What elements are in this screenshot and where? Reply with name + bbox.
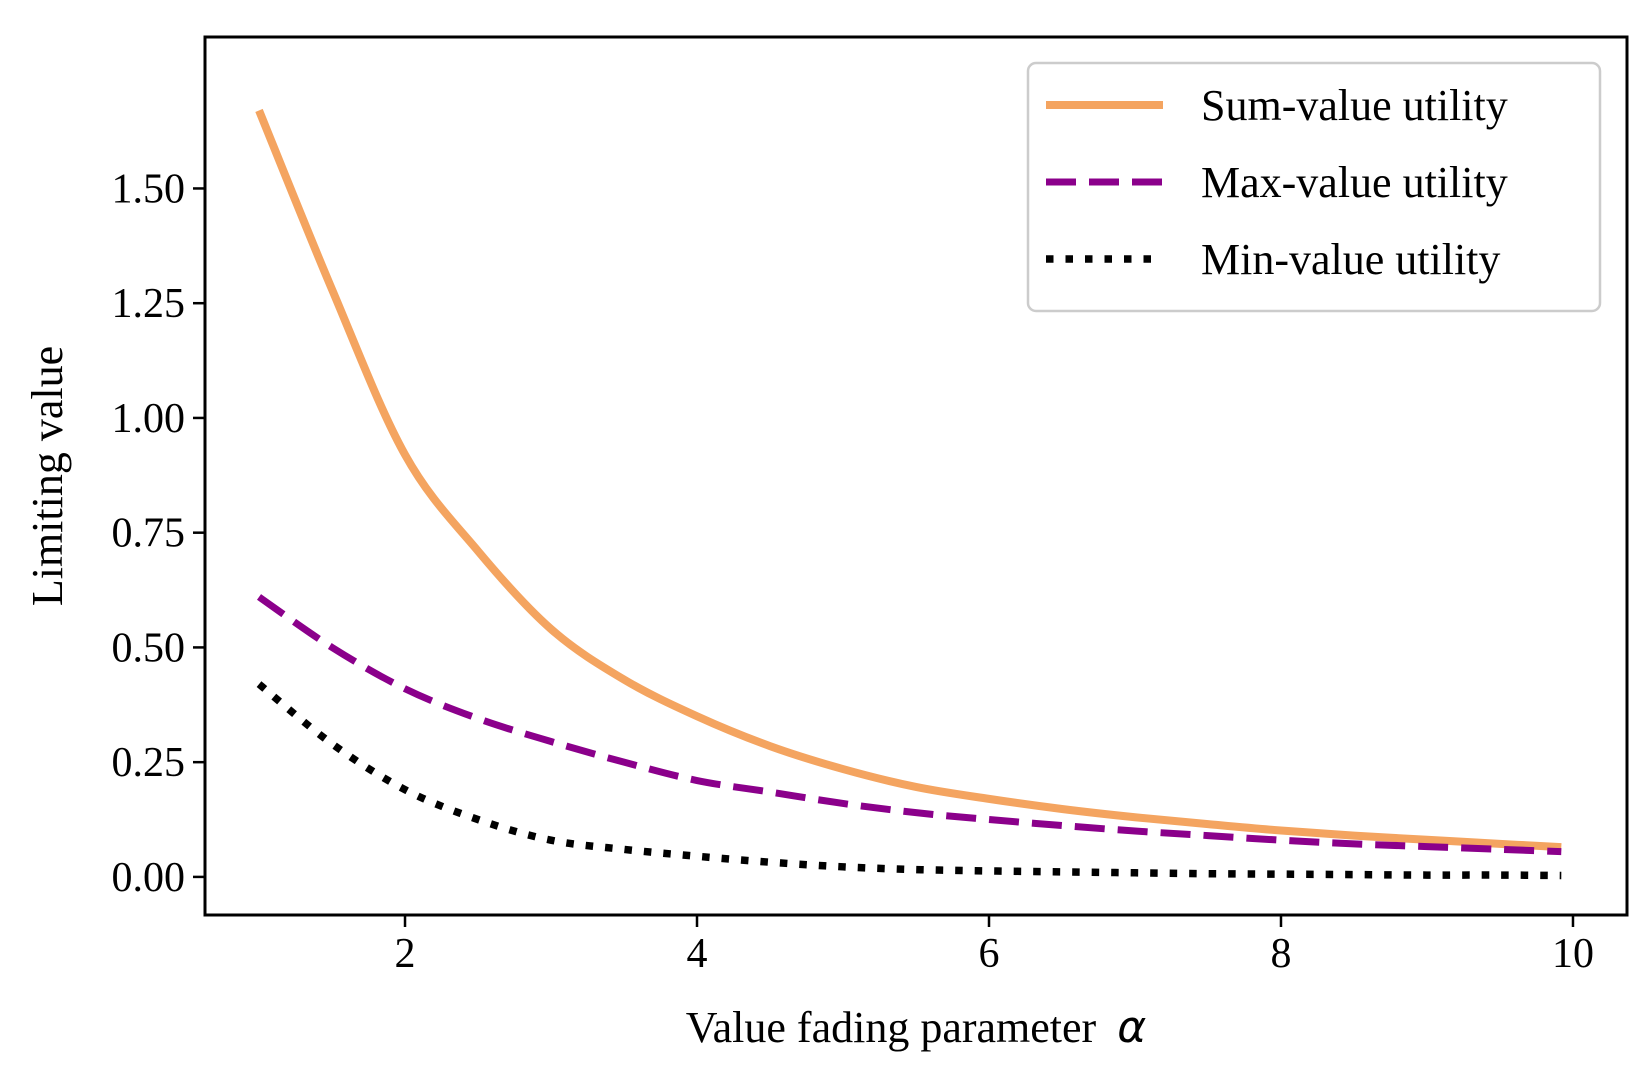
- y-tick-label: 1.00: [112, 396, 186, 442]
- y-tick-label: 1.25: [112, 281, 186, 327]
- legend-label: Min-value utility: [1201, 235, 1500, 284]
- plot-frame: [203, 35, 1629, 917]
- legend-label: Max-value utility: [1201, 158, 1508, 207]
- x-tick-label: 8: [1270, 931, 1291, 977]
- x-tick-label: 2: [395, 931, 416, 977]
- x-axis-label-text: Value fading parameter: [686, 1003, 1097, 1052]
- x-tick-label: 10: [1552, 931, 1594, 977]
- series-line-sum-value-utility: [255, 108, 1562, 852]
- y-tick-label: 1.50: [112, 166, 186, 212]
- series-line-min-value-utility: [256, 681, 1562, 880]
- y-tick-label: 0.25: [112, 740, 186, 786]
- y-tick-label: 0.50: [112, 625, 186, 671]
- x-tick-label: 6: [978, 931, 999, 977]
- y-tick-label: 0.75: [112, 511, 186, 557]
- series-line-max-value-utility: [257, 594, 1562, 856]
- plot-area: [255, 108, 1562, 880]
- legend-box: [1026, 61, 1602, 313]
- legend-label: Sum-value utility: [1201, 81, 1508, 130]
- x-axis: 2 4 6 8 10: [395, 915, 1594, 977]
- y-tick-label: 0.00: [112, 855, 186, 901]
- x-tick-label: 4: [687, 931, 708, 977]
- legend: Sum-value utility Max-value utility Min-va…: [1026, 61, 1602, 313]
- x-axis-label: Value fading parameter α: [686, 1002, 1146, 1053]
- y-axis: 0.00 0.25 0.50 0.75 1.00 1.25 1.50: [112, 166, 205, 901]
- y-axis-label: Limiting value: [23, 346, 72, 606]
- x-axis-label-symbol: α: [1117, 1002, 1146, 1053]
